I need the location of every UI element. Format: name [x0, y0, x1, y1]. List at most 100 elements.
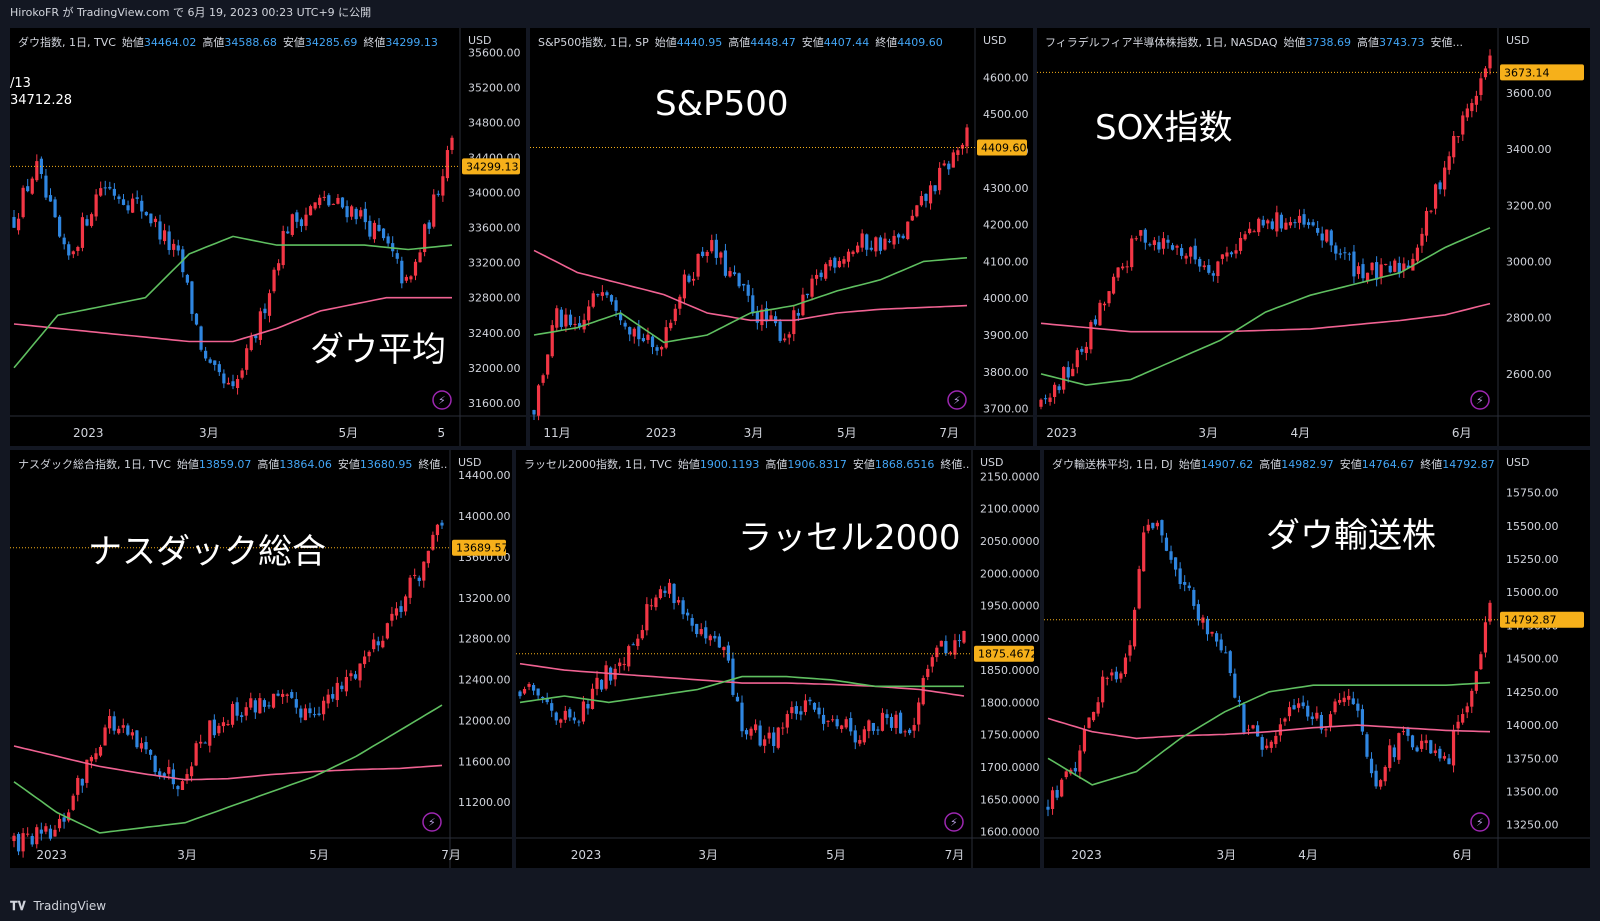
candle-body: [686, 612, 690, 616]
candle-body: [1329, 230, 1333, 246]
y-tick-label: 13200.00: [458, 592, 511, 605]
candle-body: [432, 194, 436, 227]
candle-body: [1461, 714, 1465, 723]
candle-body: [1284, 222, 1288, 230]
candle-body: [26, 186, 30, 192]
ma-long-line: [1040, 302, 1491, 333]
symbol-title[interactable]: ダウ輸送株平均, 1日, DJ: [1052, 458, 1173, 471]
candle-body: [158, 221, 162, 240]
candle-body: [126, 725, 130, 735]
symbol-title[interactable]: S&P500指数, 1日, SP: [538, 36, 649, 49]
candle-body: [1470, 690, 1474, 707]
tv-logo-icon[interactable]: 𝐓𝐕: [10, 899, 26, 913]
candle-body: [862, 729, 866, 743]
candle-body: [1461, 115, 1465, 135]
candle-body: [1110, 672, 1114, 676]
candle-body: [1474, 95, 1478, 105]
candle-body: [167, 231, 171, 251]
candle-body: [817, 707, 821, 715]
candle-body: [719, 252, 723, 258]
chart-panel-dowtrans[interactable]: 15750.0015500.0015250.0015000.0014750.00…: [1044, 450, 1590, 868]
crosshair-readout: /13: [10, 76, 31, 91]
candle-body: [258, 698, 262, 714]
chart-header[interactable]: ダウ指数, 1日, TVC 始値34464.02 高値34588.68 安値34285…: [18, 34, 438, 50]
candle-body: [1293, 222, 1297, 224]
candle-body: [878, 237, 882, 251]
chart-panel-russell[interactable]: 2150.0000 2100.0000 2050.0000 2000.0000 1950…: [516, 450, 1040, 868]
candle-body: [664, 327, 668, 348]
candle-body: [1292, 705, 1296, 710]
candle-body: [1251, 725, 1255, 729]
symbol-title[interactable]: ダウ指数, 1日, TVC: [18, 36, 116, 49]
candle-body: [590, 688, 595, 709]
candle-body: [203, 742, 207, 744]
candle-body: [1075, 350, 1079, 368]
y-tick-label: 14400.00: [458, 469, 511, 482]
x-tick-label: 2023: [646, 426, 677, 440]
candle-body: [230, 703, 235, 725]
candle-body: [1178, 568, 1182, 585]
ohlc-value: 4409.60: [897, 36, 943, 49]
candle-body: [1082, 729, 1087, 752]
candle-body: [199, 326, 203, 350]
chart-panel-sp500[interactable]: 4600.004500.004400.004300.004200.004100.…: [530, 28, 1033, 446]
candle-body: [794, 706, 798, 714]
symbol-title[interactable]: フィラデルフィア半導体株指数, 1日, NASDAQ: [1045, 36, 1278, 49]
chart-header[interactable]: ラッセル2000指数, 1日, TVC 始値1900.1193 高値1906.831…: [524, 456, 970, 472]
candle-body: [108, 186, 112, 189]
candle-body: [322, 700, 326, 715]
candle-body: [1328, 714, 1333, 728]
chart-header[interactable]: フィラデルフィア半導体株指数, 1日, NASDAQ 始値3738.69 高値374…: [1045, 34, 1463, 50]
candle-body: [1243, 234, 1247, 240]
candle-body: [577, 323, 582, 328]
candle-body: [1096, 702, 1100, 714]
ohlc-label: 高値: [202, 36, 225, 49]
chart-header[interactable]: ナスダック総合指数, 1日, TVC 始値13859.07 高値13864.06 安値…: [18, 456, 448, 472]
candle-body: [254, 335, 258, 339]
candle-body: [892, 235, 896, 245]
candle-body: [204, 350, 208, 359]
candle-body: [1151, 522, 1155, 529]
candle-body: [172, 243, 176, 250]
y-tick-label: 2800.00: [1506, 312, 1552, 325]
candle-body: [705, 251, 709, 256]
candle-body: [362, 656, 367, 665]
chart-panel-nasdaq[interactable]: 14400.00 14000.00 13600.00 13200.00 12800.00…: [10, 450, 512, 868]
y-tick-label: 11200.00: [458, 796, 511, 809]
chart-header[interactable]: ダウ輸送株平均, 1日, DJ 始値14907.62 高値14982.97 安値147…: [1052, 456, 1495, 472]
candle-body: [865, 234, 869, 250]
candle-body: [1107, 291, 1111, 304]
candle-body: [21, 187, 25, 218]
y-tick-label: 1700.0000: [980, 761, 1040, 774]
author-name[interactable]: HirokoFR: [10, 6, 60, 19]
chart-panel-dow[interactable]: 35600.00 35200.00 34800.00 34400.00 34000.00…: [10, 28, 526, 446]
candle-body: [819, 272, 823, 278]
ohlc-value: 3743.73: [1379, 36, 1425, 49]
last-price-badge: [452, 539, 506, 556]
candle-body: [596, 294, 600, 296]
symbol-title[interactable]: ナスダック総合指数, 1日, TVC: [18, 458, 171, 471]
candle-body: [573, 323, 577, 325]
candle-body: [372, 639, 376, 650]
y-tick-label: 15750.00: [1506, 487, 1559, 500]
candle-body: [1442, 756, 1447, 759]
candle-body: [1384, 263, 1388, 265]
candle-body: [308, 206, 313, 216]
candle-body: [577, 721, 581, 723]
footer-brand[interactable]: TradingView: [33, 899, 107, 913]
candle-body: [1388, 745, 1392, 768]
candle-body: [126, 205, 130, 211]
candle-body: [1319, 714, 1324, 730]
candle-body: [821, 714, 826, 724]
candle-body: [221, 722, 226, 727]
candle-body: [185, 774, 189, 780]
candle-body: [48, 828, 53, 839]
candle-body: [376, 641, 380, 646]
symbol-title[interactable]: ラッセル2000指数, 1日, TVC: [524, 458, 672, 471]
chart-panel-sox[interactable]: 3600.00 3400.00 3200.00 3000.00 2800.00 2600.…: [1037, 28, 1590, 446]
chart-header[interactable]: S&P500指数, 1日, SP 始値4440.95 高値4448.47 安値4407…: [538, 34, 943, 50]
candle-body: [394, 608, 399, 616]
candle-body: [286, 231, 290, 234]
candle-body: [148, 749, 153, 755]
last-price-badge: [977, 139, 1027, 156]
